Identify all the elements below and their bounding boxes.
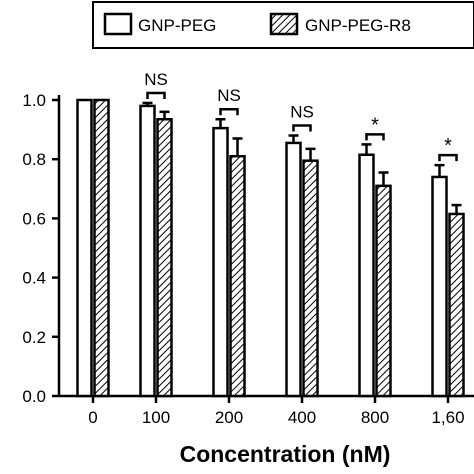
x-tick-label: 100 (142, 408, 170, 427)
x-tick-label: 400 (288, 408, 316, 427)
y-tick-label: 1.0 (22, 91, 46, 110)
y-tick-label: 0.2 (22, 328, 46, 347)
error-bars (142, 101, 462, 214)
bar-gnp-peg-100 (139, 104, 156, 398)
significance-label: NS (144, 70, 168, 89)
bar-gnp-peg-r8-800 (375, 184, 392, 398)
significance-label: NS (290, 103, 314, 122)
bar-gnp-peg-200 (212, 126, 229, 398)
bar-gnp-peg-1,60 (431, 175, 448, 398)
x-axis-label: Concentration (nM) (180, 441, 391, 467)
x-tick-label: 1,60 (431, 408, 464, 427)
bar-gnp-peg-r8-100 (156, 117, 173, 398)
significance-bracket (365, 133, 385, 141)
significance-bracket (292, 124, 312, 132)
significance-bracket (219, 107, 239, 116)
legend-swatch-gnp-peg (103, 12, 133, 36)
x-ticks: 0 100 200 400 800 1,60 (88, 396, 465, 427)
bar-gnp-peg-400 (285, 141, 302, 398)
y-ticks: 0.0 0.2 0.4 0.6 0.8 1.0 (22, 91, 59, 406)
x-tick-label: 800 (361, 408, 389, 427)
bars (76, 98, 465, 398)
significance-label: NS (217, 86, 241, 105)
bar-gnp-peg-800 (358, 153, 375, 398)
legend: GNP-PEG GNP-PEG-R8 (92, 1, 474, 49)
bar-gnp-peg-r8-400 (302, 159, 319, 398)
y-tick-label: 0.6 (22, 209, 46, 228)
significance-markers: NS NS NS * * (144, 70, 458, 162)
legend-swatch-gnp-peg-r8 (269, 12, 299, 36)
y-tick-label: 0.4 (22, 269, 46, 288)
bar-gnp-peg-0 (76, 98, 93, 398)
legend-label-gnp-peg-r8: GNP-PEG-R8 (305, 16, 411, 35)
y-tick-label: 0.8 (22, 150, 46, 169)
x-tick-label: 0 (88, 408, 97, 427)
significance-label: * (444, 135, 452, 157)
bar-gnp-peg-r8-0 (93, 98, 110, 398)
x-tick-label: 200 (215, 408, 243, 427)
significance-bracket (438, 153, 458, 162)
bar-gnp-peg-r8-200 (229, 154, 246, 398)
bar-gnp-peg-r8-1,60 (448, 212, 465, 398)
y-tick-label: 0.0 (22, 387, 46, 406)
legend-label-gnp-peg: GNP-PEG (138, 16, 216, 35)
significance-bracket (146, 91, 166, 99)
significance-label: * (371, 114, 379, 136)
